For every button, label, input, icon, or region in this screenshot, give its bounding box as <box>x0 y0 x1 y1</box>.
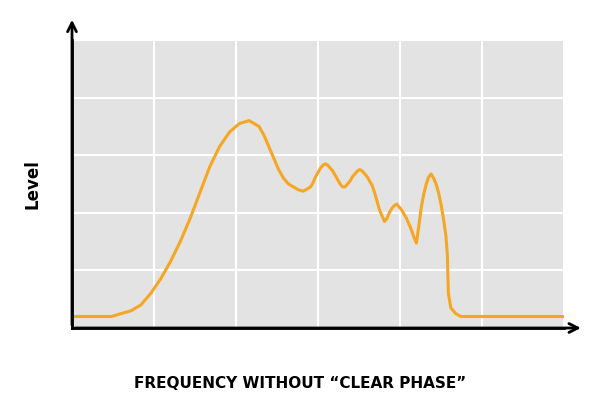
Text: Level: Level <box>23 159 41 209</box>
Text: FREQUENCY WITHOUT “CLEAR PHASE”: FREQUENCY WITHOUT “CLEAR PHASE” <box>134 376 466 392</box>
